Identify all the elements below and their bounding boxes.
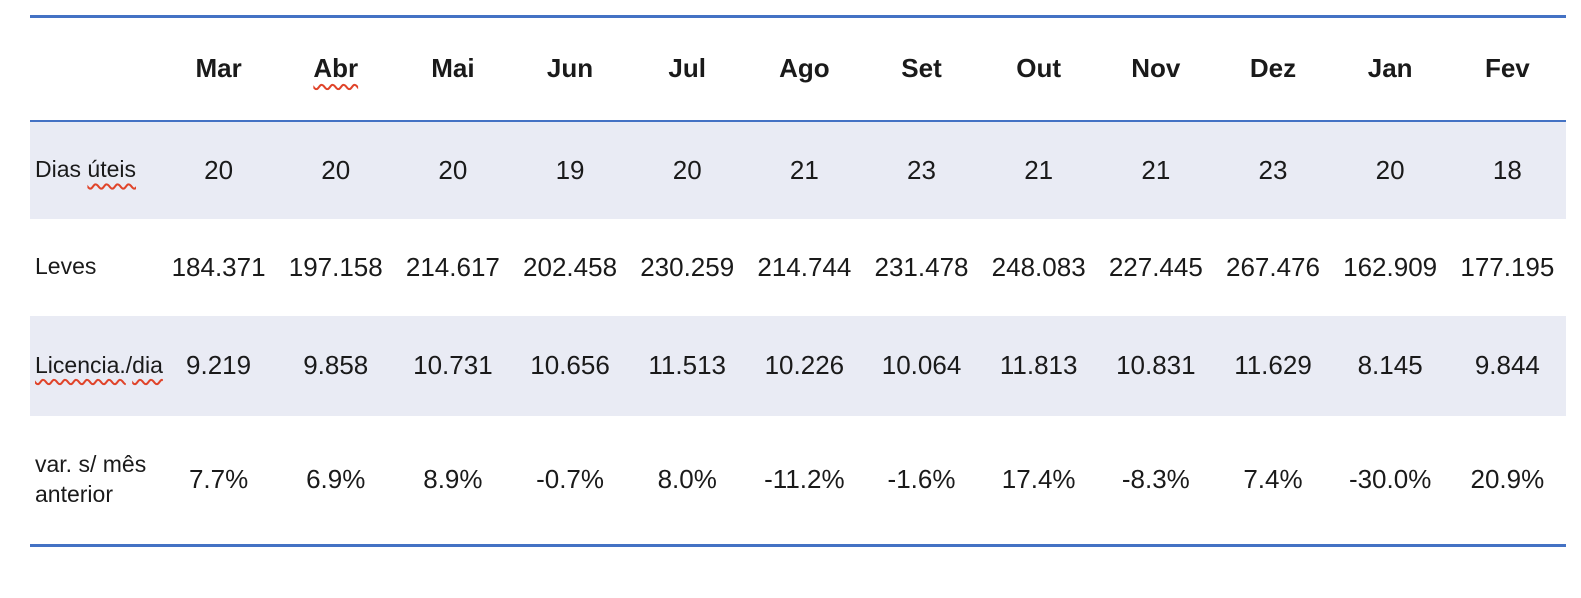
cell-leves-nov: 227.445 xyxy=(1108,251,1203,282)
col-header-mar: Mar xyxy=(160,16,278,122)
cell-dias-uteis-ago: 21 xyxy=(745,120,863,219)
cell-dias-uteis-set: 23 xyxy=(862,120,981,219)
cell-var-mes-anterior-set: -1.6% xyxy=(887,464,956,495)
table-body: Dias úteis 20 20 20 19 20 21 23 21 21 23 20 18 Leves 1… xyxy=(30,120,1566,546)
cell-licencia-dia-abr: 9.858 xyxy=(277,315,395,416)
cell-leves-abr: 197.158 xyxy=(288,251,383,282)
cell-dias-uteis-fev: 18 xyxy=(1448,120,1566,219)
cell-licencia-dia-set: 10.064 xyxy=(862,315,981,416)
row-label-leves: Leves xyxy=(30,219,160,316)
misspelled-text: dia xyxy=(132,351,163,378)
cell-leves-jul: 230.259 xyxy=(640,251,735,282)
cell-dias-uteis-out: 21 xyxy=(980,120,1098,219)
row-label-licencia-dia: Licencia./dia xyxy=(30,315,163,416)
cell-var-mes-anterior-jun: -0.7% xyxy=(536,464,604,495)
cell-var-mes-anterior-mar: 7.7% xyxy=(188,464,249,495)
cell-leves-jan: 162.909 xyxy=(1343,251,1438,282)
col-header-dez: Dez xyxy=(1214,16,1332,122)
col-header-nov: Nov xyxy=(1097,16,1215,122)
cell-licencia-dia-fev: 9.844 xyxy=(1448,315,1566,416)
cell-leves-mar: 184.371 xyxy=(171,251,266,282)
month-header-row: Mar Abr Mai Jun Jul Ago Set Out Nov Dez Jan Fev xyxy=(30,16,1566,122)
col-header-label: Mai xyxy=(431,53,475,84)
cell-var-mes-anterior-ago: -11.2% xyxy=(764,464,845,495)
cell-dias-uteis-mai: 20 xyxy=(394,120,512,219)
col-header-label: Out xyxy=(1016,53,1062,84)
cell-dias-uteis-abr: 20 xyxy=(277,120,395,219)
table-row-dias-uteis: Dias úteis 20 20 20 19 20 21 23 21 21 23 20 18 xyxy=(30,120,1566,219)
col-header-fev: Fev xyxy=(1448,16,1566,122)
col-header-label: Nov xyxy=(1131,53,1181,84)
cell-dias-uteis-jan: 20 xyxy=(1331,120,1449,219)
misspelled-text: Licencia. xyxy=(35,351,126,378)
cell-licencia-dia-nov: 10.831 xyxy=(1097,315,1215,416)
table-row-var-mes-anterior: var. s/ mês anterior 7.7% 6.9% 8.9% -0.7% 8.0… xyxy=(30,416,1566,546)
col-header-set: Set xyxy=(862,16,981,122)
col-header-label: Fev xyxy=(1484,53,1530,84)
cell-var-mes-anterior-abr: 6.9% xyxy=(306,464,366,495)
cell-licencia-dia-jan: 8.145 xyxy=(1331,315,1449,416)
cell-licencia-dia-jun: 10.656 xyxy=(511,315,629,416)
cell-licencia-dia-out: 11.813 xyxy=(980,315,1098,416)
row-label-var-mes-anterior: var. s/ mês anterior xyxy=(30,416,160,546)
table-row-licencia-dia: Licencia./dia 9.219 9.858 10.731 10.656 11.51… xyxy=(30,315,1566,416)
cell-leves-fev: 177.195 xyxy=(1460,251,1555,282)
misspelled-text: úteis xyxy=(87,156,136,183)
col-header-jul: Jul xyxy=(628,16,746,122)
cell-licencia-dia-ago: 10.226 xyxy=(745,315,863,416)
label-text: / xyxy=(125,351,133,378)
cell-leves-set: 231.478 xyxy=(874,251,969,282)
cell-dias-uteis-nov: 21 xyxy=(1097,120,1215,219)
col-header-label: Dez xyxy=(1249,53,1297,84)
cell-leves-dez: 267.476 xyxy=(1225,251,1320,282)
row-label-dias-uteis: Dias úteis xyxy=(30,120,160,219)
cell-dias-uteis-jul: 20 xyxy=(628,120,746,219)
cell-leves-ago: 214.744 xyxy=(757,251,852,282)
cell-dias-uteis-dez: 23 xyxy=(1214,120,1332,219)
cell-var-mes-anterior-out: 17.4% xyxy=(1001,464,1076,495)
table-row-leves: Leves 184.371 197.158 214.617 202.458 230.259… xyxy=(30,219,1566,316)
col-header-label: Set xyxy=(901,53,942,84)
col-header-label: Mar xyxy=(195,53,242,84)
col-header-abr: Abr xyxy=(277,16,395,122)
col-header-jun: Jun xyxy=(511,16,629,122)
col-header-label: Ago xyxy=(779,53,830,84)
cell-leves-jun: 202.458 xyxy=(523,251,618,282)
document-page: Mar Abr Mai Jun Jul Ago Set Out Nov Dez Jan Fev Dia… xyxy=(30,15,1566,547)
corner-cell xyxy=(30,16,160,122)
col-header-out: Out xyxy=(980,16,1098,122)
cell-leves-mai: 214.617 xyxy=(405,251,500,282)
col-header-ago: Ago xyxy=(745,16,863,122)
monthly-metrics-table: Mar Abr Mai Jun Jul Ago Set Out Nov Dez Jan Fev Dia… xyxy=(30,15,1566,547)
cell-var-mes-anterior-jan: -30.0% xyxy=(1348,464,1432,495)
col-header-label: Jan xyxy=(1367,53,1413,84)
cell-var-mes-anterior-jul: 8.0% xyxy=(657,464,717,495)
cell-leves-out: 248.083 xyxy=(991,251,1086,282)
cell-licencia-dia-jul: 11.513 xyxy=(628,315,746,416)
col-header-jan: Jan xyxy=(1331,16,1449,122)
cell-licencia-dia-mar: 9.219 xyxy=(160,315,278,416)
cell-var-mes-anterior-fev: 20.9% xyxy=(1470,464,1545,495)
cell-licencia-dia-dez: 11.629 xyxy=(1214,315,1332,416)
col-header-mai: Mai xyxy=(394,16,512,122)
col-header-label: Jul xyxy=(668,53,706,84)
label-text: var. s/ mês anterior xyxy=(35,450,147,507)
cell-dias-uteis-mar: 20 xyxy=(160,120,278,219)
cell-dias-uteis-jun: 19 xyxy=(511,120,629,219)
cell-var-mes-anterior-nov: -8.3% xyxy=(1121,464,1190,495)
cell-var-mes-anterior-mai: 8.9% xyxy=(423,464,483,495)
label-text: Dias xyxy=(35,156,88,183)
cell-licencia-dia-mai: 10.731 xyxy=(394,315,512,416)
cell-var-mes-anterior-dez: 7.4% xyxy=(1243,464,1303,495)
label-text: Leves xyxy=(35,253,97,280)
col-header-label: Abr xyxy=(313,53,359,84)
col-header-label: Jun xyxy=(546,53,594,84)
